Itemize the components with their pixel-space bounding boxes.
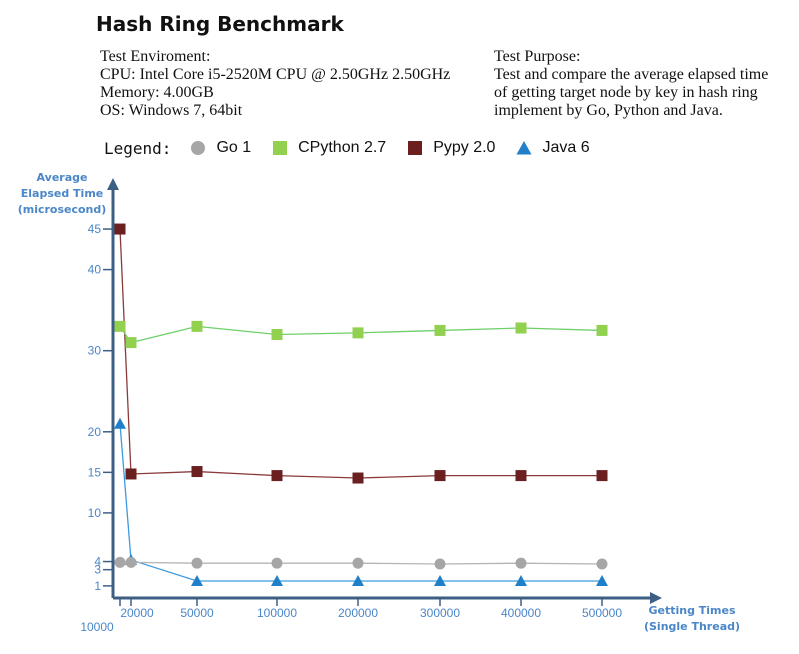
data-point-square [125,337,137,349]
chart-title: Hash Ring Benchmark [96,12,344,36]
data-point-circle [596,558,608,570]
purpose-line-2: of getting target node by key in hash ri… [494,84,758,101]
square-marker-icon [273,141,288,155]
x-tick-label: 200000 [338,606,378,620]
test-environment: Test Enviroment: CPU: Intel Core i5-2520… [100,48,450,120]
data-point-square [515,470,527,482]
data-point-circle [125,556,137,568]
data-point-square [271,470,283,482]
data-point-circle [434,558,446,570]
legend-entry-java: Java 6 [515,139,590,157]
y-tick-label: 45 [88,222,102,236]
x-tick-label: 50000 [180,606,214,620]
data-point-square [125,468,137,480]
data-point-triangle [596,575,608,587]
test-purpose: Test Purpose: Test and compare the avera… [494,48,794,120]
legend-label-pypy: Pypy 2.0 [433,139,496,156]
x-tick-label: 100000 [257,606,297,620]
data-point-triangle [515,575,527,587]
y-tick-label: 15 [88,465,102,479]
purpose-heading: Test Purpose: [494,48,581,65]
legend-entry-pypy: Pypy 2.0 [406,139,495,157]
legend-label-java: Java 6 [542,139,590,156]
data-point-circle [191,557,203,569]
y-tick-label: 3 [94,563,101,577]
purpose-line-1: Test and compare the average elapsed tim… [494,66,769,83]
y-tick-label: 1 [94,579,101,593]
data-point-circle [352,557,364,569]
environment-heading: Test Enviroment: [100,48,211,65]
y-tick-label: 20 [88,425,102,439]
data-point-triangle [271,575,283,587]
data-point-triangle [191,575,203,587]
environment-memory: Memory: 4.00GB [100,84,214,101]
y-axis-title-line: Average [37,171,88,184]
data-point-square [352,472,364,484]
data-point-square [191,320,203,332]
legend-label-go: Go 1 [216,139,252,156]
data-point-square [352,327,364,339]
data-point-circle [515,557,527,569]
x-axis-title-line: Getting Times [648,604,736,617]
y-tick-label: 4 [94,555,101,569]
legend-entry-cpython: CPython 2.7 [271,139,386,157]
data-point-triangle [114,417,126,429]
x-tick-label: 10000 [80,620,114,634]
data-point-square [114,223,126,235]
legend: Legend: Go 1 CPython 2.7 Pypy 2.0 Java 6 [104,137,610,159]
y-tick-label: 40 [88,263,102,277]
legend-title: Legend: [104,138,172,158]
data-point-square [596,324,608,336]
series-line [119,325,603,344]
x-tick-label: 400000 [501,606,541,620]
data-point-square [271,328,283,340]
environment-cpu: CPU: Intel Core i5-2520M CPU @ 2.50GHz 2… [100,66,451,83]
x-tick-label: 300000 [420,606,460,620]
data-point-square [596,470,608,482]
x-tick-label: 20000 [120,606,154,620]
square-marker-icon [408,141,423,155]
data-point-circle [114,556,126,568]
x-axis-title-line: (Single Thread) [644,620,740,633]
series-line [119,423,602,582]
y-tick-label: 10 [88,506,102,520]
series-line [120,561,603,565]
legend-entry-go: Go 1 [189,139,251,157]
data-point-square [191,466,203,478]
y-axis-title-line: (microsecond) [18,203,107,216]
y-axis-arrow-icon [107,178,119,190]
x-axis-arrow-icon [650,592,662,604]
data-point-circle [271,557,283,569]
legend-label-cpython: CPython 2.7 [298,139,387,156]
data-point-triangle [352,575,364,587]
triangle-marker-icon [516,141,532,155]
data-point-triangle [434,575,446,587]
data-point-square [434,470,446,482]
data-point-square [515,322,527,334]
purpose-line-3: implement by Go, Python and Java. [494,102,723,119]
circle-marker-icon [191,141,206,155]
series-line [119,229,602,479]
environment-os: OS: Windows 7, 64bit [100,102,243,119]
data-point-square [114,320,126,332]
y-tick-label: 30 [88,344,102,358]
y-axis-title-line: Elapsed Time [21,187,104,200]
data-point-square [434,324,446,336]
x-tick-label: 500000 [582,606,622,620]
